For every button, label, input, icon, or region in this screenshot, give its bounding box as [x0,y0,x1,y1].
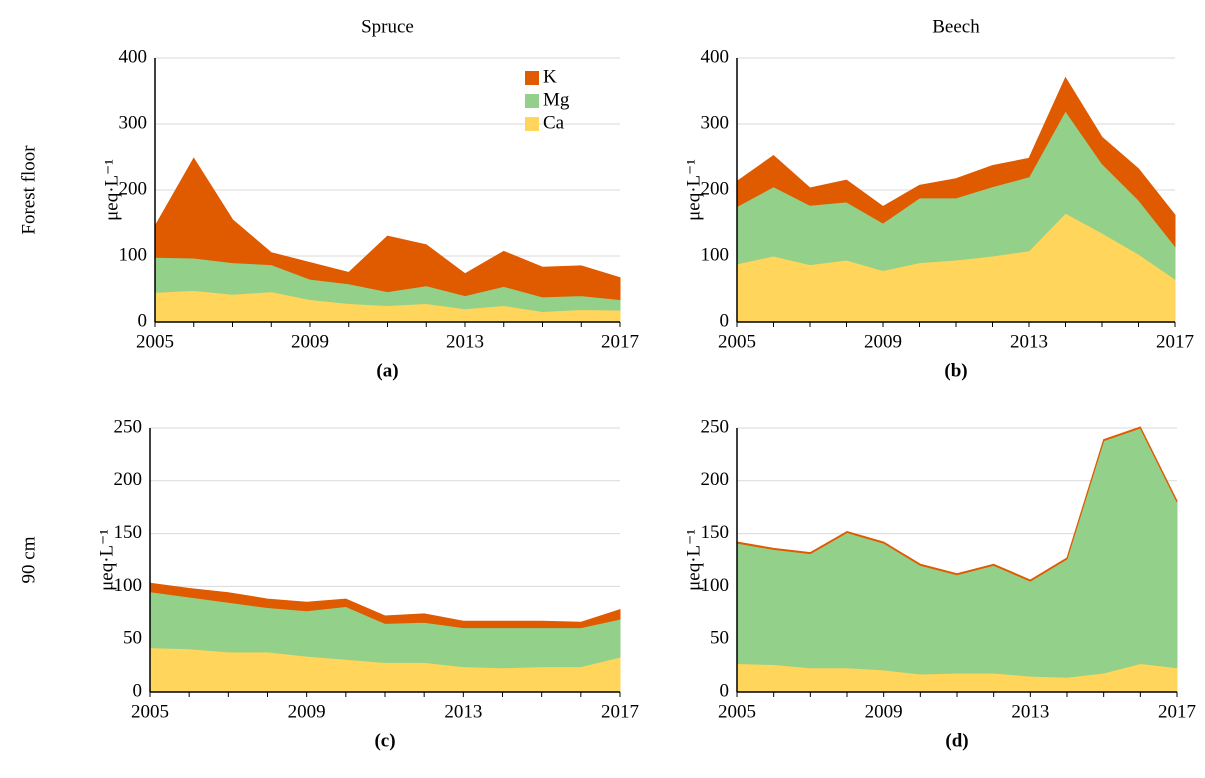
y-axis-label: μeq·L⁻¹ [101,159,122,221]
panel-title: Spruce [361,16,414,37]
x-tick-label: 2017 [601,701,639,722]
x-tick-label: 2005 [718,331,756,352]
y-tick-label: 200 [701,469,730,490]
x-tick-label: 2013 [1010,331,1048,352]
y-tick-label: 50 [710,628,729,649]
panel-caption: (c) [374,730,395,751]
legend-swatch [525,117,539,131]
x-tick-label: 2009 [864,331,902,352]
y-tick-label: 50 [123,628,142,649]
x-tick-label: 2009 [291,331,329,352]
area [154,157,621,301]
y-tick-label: 200 [114,469,143,490]
y-tick-label: 0 [138,310,148,331]
y-tick-label: 200 [119,178,148,199]
y-tick-label: 400 [119,46,148,67]
area [149,582,621,629]
y-tick-label: 400 [701,46,730,67]
y-tick-label: 300 [119,112,148,133]
y-tick-label: 100 [119,244,148,265]
x-tick-label: 2005 [131,701,169,722]
legend-label: Ca [543,112,565,133]
legend-swatch [525,94,539,108]
y-tick-label: 100 [114,575,143,596]
area [736,426,1178,582]
y-tick-label: 300 [701,112,730,133]
x-tick-label: 2005 [718,701,756,722]
x-tick-label: 2009 [865,701,903,722]
y-tick-label: 100 [701,575,730,596]
y-tick-label: 0 [720,680,730,701]
area [736,76,1176,248]
y-tick-label: 0 [133,680,143,701]
y-tick-label: 250 [701,416,730,437]
y-tick-label: 0 [720,310,730,331]
y-axis-label: μeq·L⁻¹ [683,159,704,221]
x-tick-label: 2017 [1156,331,1194,352]
y-axis-label: μeq·L⁻¹ [683,529,704,591]
x-tick-label: 2017 [601,331,639,352]
x-tick-label: 2005 [136,331,174,352]
y-tick-label: 150 [701,522,730,543]
x-tick-label: 2013 [444,701,482,722]
row-label: 90 cm [18,536,39,583]
panel-title: Beech [932,16,980,37]
x-tick-label: 2013 [1011,701,1049,722]
y-tick-label: 200 [701,178,730,199]
panel-caption: (b) [944,360,967,381]
x-tick-label: 2013 [446,331,484,352]
panel-caption: (a) [376,360,398,381]
legend-label: Mg [543,89,570,110]
x-tick-label: 2017 [1158,701,1196,722]
y-tick-label: 100 [701,244,730,265]
y-axis-label: μeq·L⁻¹ [96,529,117,591]
x-tick-label: 2009 [288,701,326,722]
row-label: Forest floor [18,145,39,235]
legend-label: K [543,66,557,87]
panel-caption: (d) [945,730,968,751]
legend-swatch [525,71,539,85]
y-tick-label: 150 [114,522,143,543]
y-tick-label: 250 [114,416,143,437]
